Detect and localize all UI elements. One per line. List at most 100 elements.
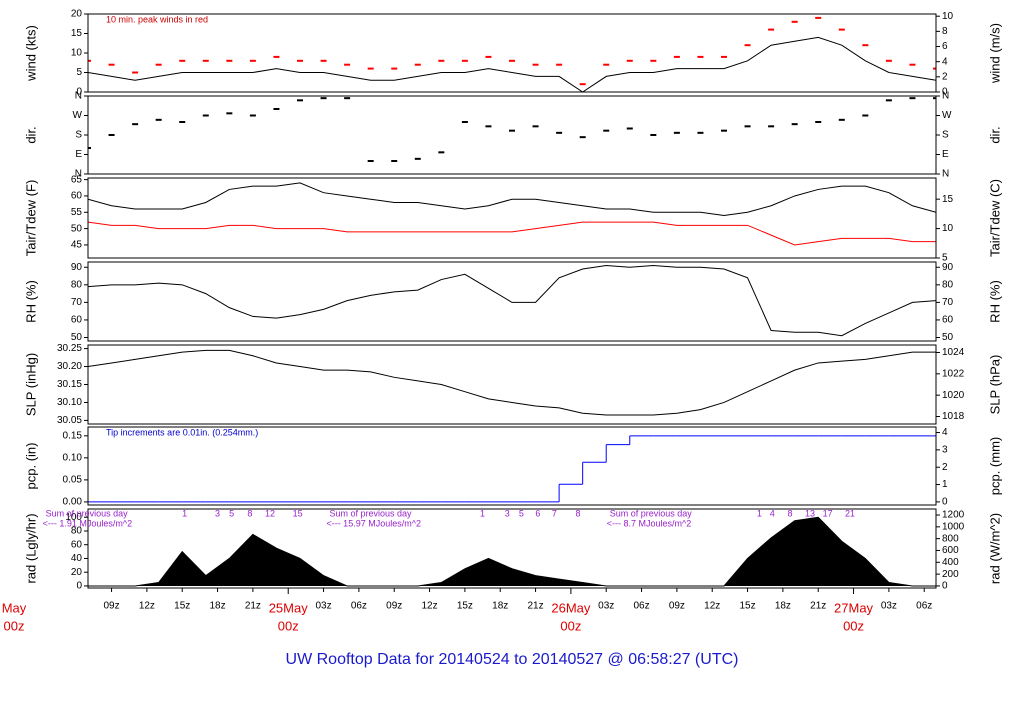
point xyxy=(414,63,421,66)
plot-area xyxy=(88,182,936,246)
point xyxy=(838,28,845,31)
y2-tick-label: 60 xyxy=(942,315,954,326)
x-tick-label: 21z xyxy=(245,601,261,612)
point xyxy=(344,97,351,100)
y2-axis-label: pcp. (mm) xyxy=(987,437,1002,496)
y2-tick-label: 15 xyxy=(942,194,954,205)
hour-mark: 6 xyxy=(535,508,540,518)
point xyxy=(179,121,186,123)
point xyxy=(132,71,139,74)
point xyxy=(673,131,680,134)
y-tick-label: 30.05 xyxy=(57,415,82,426)
y-tick-label: 30.15 xyxy=(57,379,82,390)
hour-mark: 8 xyxy=(575,508,580,518)
point xyxy=(249,114,256,117)
point xyxy=(885,99,892,102)
point xyxy=(438,59,445,62)
date-label: May xyxy=(2,600,27,615)
y-tick-label: 0 xyxy=(76,581,82,592)
point xyxy=(532,63,539,66)
y-tick-label: 60 xyxy=(71,539,83,550)
x-tick-label: 06z xyxy=(351,601,367,612)
date-hour-label: 00z xyxy=(843,618,864,633)
y2-tick-label: 3 xyxy=(942,445,948,456)
plot-area xyxy=(88,265,936,337)
point xyxy=(885,59,892,62)
y2-tick-label: 800 xyxy=(942,533,959,544)
y2-axis-label: rad (W/m^2) xyxy=(987,513,1002,584)
hour-mark: 12 xyxy=(265,508,275,518)
date-hour-label: 00z xyxy=(560,618,581,633)
point xyxy=(909,63,916,66)
series-line xyxy=(88,221,936,246)
y-axis-label: SLP (inHg) xyxy=(23,353,38,416)
hour-mark: 1 xyxy=(182,508,187,518)
point xyxy=(297,59,303,62)
y-tick-label: W xyxy=(73,110,83,121)
y2-tick-label: 1 xyxy=(942,479,948,490)
y-tick-label: 50 xyxy=(71,332,83,343)
x-tick-label: 03z xyxy=(881,601,897,612)
hour-mark: 5 xyxy=(229,508,234,518)
y2-tick-label: N xyxy=(942,169,949,180)
sum-label: Sum of previous day xyxy=(329,508,412,518)
y-tick-label: 100 xyxy=(65,512,82,523)
x-tick-label: 18z xyxy=(775,601,791,612)
y-tick-label: 45 xyxy=(71,240,83,251)
y-tick-label: 90 xyxy=(71,262,83,273)
point xyxy=(673,55,680,58)
point xyxy=(815,16,822,19)
annotation: 10 min. peak winds in red xyxy=(106,14,208,24)
point xyxy=(509,129,515,132)
y-tick-label: 50 xyxy=(71,223,83,234)
y-axis-label: rad (Lgly/hr) xyxy=(23,513,38,583)
x-tick-label: 09z xyxy=(669,601,685,612)
point xyxy=(108,134,115,136)
y2-tick-label: 8 xyxy=(942,26,948,37)
sum-label: <--- 15.97 MJoules/m^2 xyxy=(326,518,421,528)
y-tick-label: 30.25 xyxy=(57,343,82,354)
point xyxy=(532,125,539,128)
point xyxy=(367,67,374,70)
y2-axis-label: dir. xyxy=(987,126,1002,143)
x-tick-label: 15z xyxy=(739,601,755,612)
plot-area xyxy=(88,97,936,162)
panel-frame xyxy=(87,344,937,425)
y2-tick-label: 200 xyxy=(942,569,959,580)
panel-frame xyxy=(87,261,937,342)
y-tick-label: 60 xyxy=(71,191,83,202)
point xyxy=(391,67,398,70)
point xyxy=(88,147,91,149)
x-tick-label: 06z xyxy=(633,601,649,612)
y2-tick-label: 1022 xyxy=(942,368,965,379)
point xyxy=(273,108,280,110)
point xyxy=(155,63,162,66)
y2-tick-label: 400 xyxy=(942,557,959,568)
hour-mark: 1 xyxy=(480,508,485,518)
y-tick-label: N xyxy=(75,169,82,180)
panel-frame xyxy=(87,177,937,259)
y2-tick-label: 5 xyxy=(942,253,948,264)
y-tick-label: 80 xyxy=(71,279,83,290)
point xyxy=(367,160,374,162)
y2-axis-label: RH (%) xyxy=(987,280,1002,323)
point xyxy=(603,63,610,66)
point xyxy=(626,127,633,130)
y2-tick-label: 1018 xyxy=(942,411,965,422)
x-tick-label: 18z xyxy=(492,601,508,612)
y-tick-label: 60 xyxy=(71,315,83,326)
y-tick-label: 0.10 xyxy=(63,452,83,463)
y-tick-label: 55 xyxy=(71,207,83,218)
hour-mark: 21 xyxy=(845,508,855,518)
series-line xyxy=(88,349,936,416)
x-tick-label: 12z xyxy=(421,601,437,612)
point xyxy=(108,63,115,66)
x-tick-label: 12z xyxy=(704,601,720,612)
point xyxy=(721,129,727,132)
point xyxy=(815,121,822,123)
y-tick-label: 15 xyxy=(71,28,83,39)
point xyxy=(556,131,563,134)
y2-tick-label: 90 xyxy=(942,262,954,273)
